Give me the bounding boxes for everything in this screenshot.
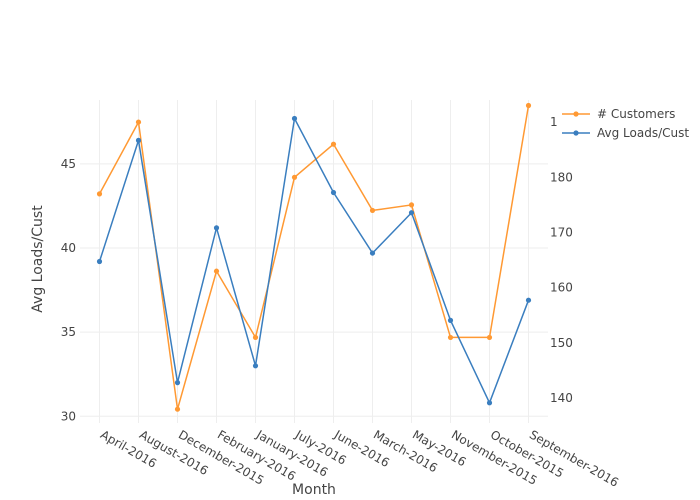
y-right-tick-label: 1 <box>550 115 558 129</box>
series-avg-loads-cust <box>96 115 532 406</box>
data-point[interactable] <box>330 141 337 147</box>
y-right-tick-label: 150 <box>550 336 573 350</box>
legend-marker <box>573 111 579 117</box>
y-left-tick-label: 30 <box>61 409 76 423</box>
y-left-tick-label: 40 <box>61 241 76 255</box>
data-point[interactable] <box>291 174 298 180</box>
data-point[interactable] <box>174 380 181 386</box>
y-left-tick-label: 45 <box>61 157 76 171</box>
legend-item[interactable]: # Customers <box>562 107 675 121</box>
data-point[interactable] <box>330 189 337 196</box>
legend-label: # Customers <box>597 107 675 121</box>
y-right-tick-label: 140 <box>550 391 573 405</box>
y-right-tick-label: 180 <box>550 170 573 184</box>
data-point[interactable] <box>135 119 142 125</box>
data-point[interactable] <box>135 137 142 143</box>
data-point[interactable] <box>486 334 493 341</box>
data-point[interactable] <box>213 268 220 274</box>
legend[interactable]: # Customers Avg Loads/Cust <box>562 107 689 140</box>
grid-lines <box>80 100 548 423</box>
y-right-tick-label: 160 <box>550 281 573 295</box>
data-point[interactable] <box>408 202 415 208</box>
data-point[interactable] <box>96 191 103 197</box>
series-line <box>98 105 530 410</box>
data-point[interactable] <box>369 207 376 214</box>
data-point[interactable] <box>447 334 454 341</box>
data-point[interactable] <box>252 363 259 369</box>
data-point[interactable] <box>447 317 454 323</box>
legend-label: Avg Loads/Cust <box>597 126 689 140</box>
series-line <box>98 116 530 405</box>
legend-marker <box>573 130 579 136</box>
y-right-tick-label: 170 <box>550 226 573 240</box>
series--customers <box>96 102 532 412</box>
y-axis-title: Avg Loads/Cust <box>30 205 46 313</box>
data-point[interactable] <box>174 406 181 412</box>
y-right-tick-labels: 140 150 160 170 180 1 <box>550 115 573 405</box>
data-point[interactable] <box>486 400 493 406</box>
data-point[interactable] <box>96 258 103 265</box>
data-point[interactable] <box>408 210 415 216</box>
legend-item[interactable]: Avg Loads/Cust <box>562 126 689 140</box>
x-axis-title: Month <box>292 482 336 498</box>
series-layer <box>96 102 532 412</box>
y-left-tick-labels: 30 35 40 45 <box>61 157 76 423</box>
data-point[interactable] <box>525 102 532 109</box>
data-point[interactable] <box>291 115 298 122</box>
x-tick-labels: April-2016August-2016December-2015Februa… <box>98 427 621 490</box>
data-point[interactable] <box>213 225 220 231</box>
data-point[interactable] <box>525 297 532 303</box>
y-left-tick-label: 35 <box>61 325 76 339</box>
data-point[interactable] <box>252 334 259 341</box>
data-point[interactable] <box>369 250 376 256</box>
